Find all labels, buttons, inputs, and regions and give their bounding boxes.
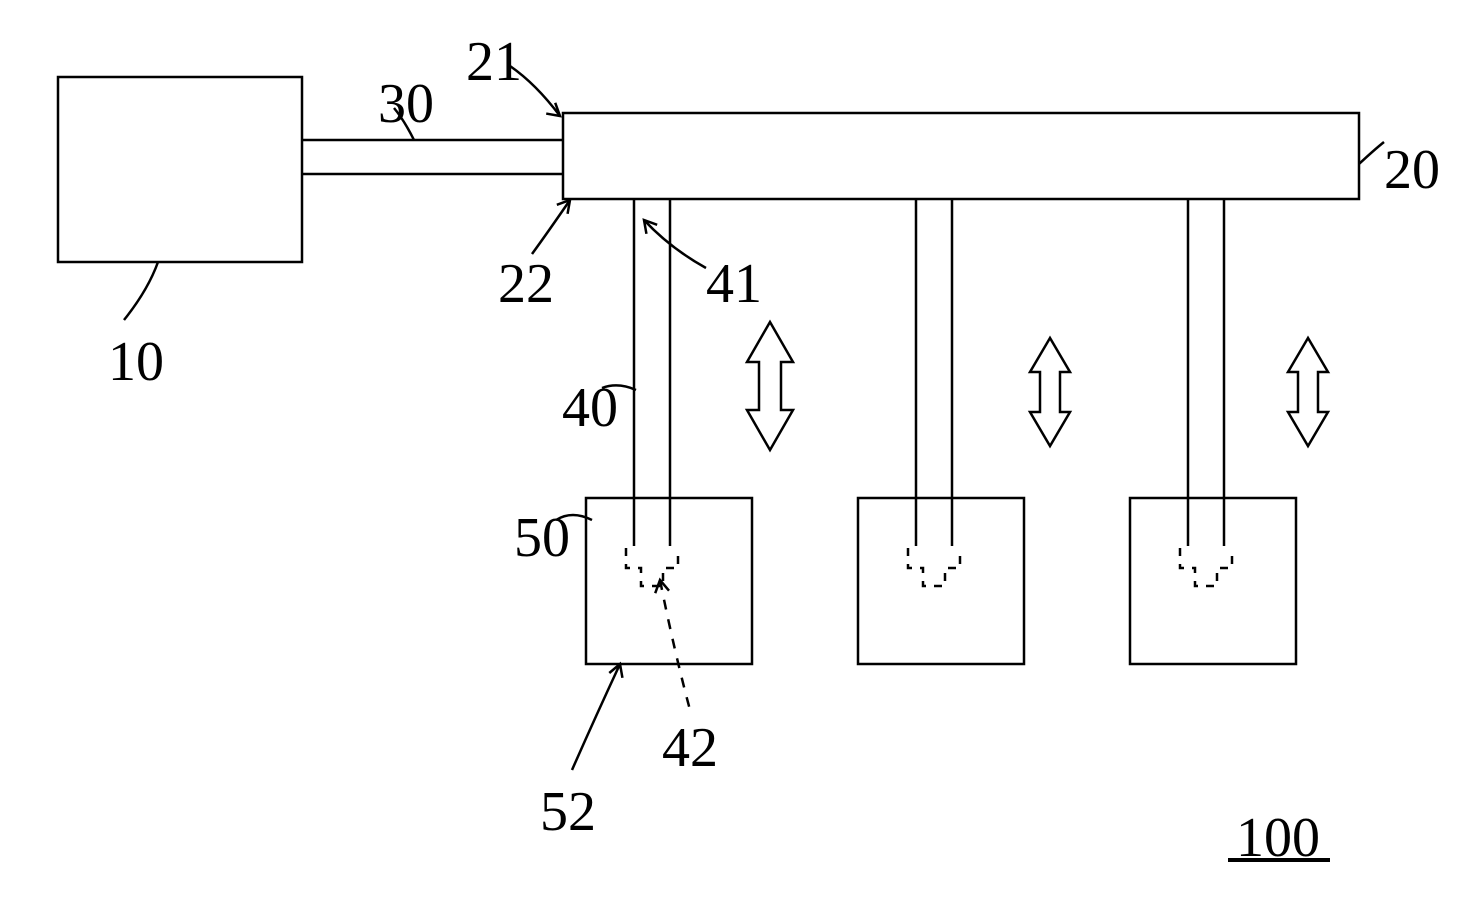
- label-20: 20: [1384, 138, 1440, 202]
- tee-1: [908, 548, 960, 586]
- leader-c52: [572, 664, 620, 770]
- label-40: 40: [562, 376, 618, 440]
- leader-c10: [124, 262, 158, 320]
- label-100: 100: [1236, 806, 1320, 870]
- leader-c22: [532, 200, 570, 254]
- updown-arrow-1: [1030, 338, 1070, 446]
- label-21: 21: [466, 30, 522, 94]
- box20: [563, 113, 1359, 199]
- label-22: 22: [498, 252, 554, 316]
- tee-2: [1180, 548, 1232, 586]
- leader-c42: [660, 580, 690, 710]
- leader-c20: [1359, 142, 1384, 164]
- leader-c41: [644, 220, 706, 268]
- label-42: 42: [662, 716, 718, 780]
- label-30: 30: [378, 72, 434, 136]
- updown-arrow-0: [747, 322, 793, 450]
- box10: [58, 77, 302, 262]
- tee-0: [626, 548, 678, 586]
- label-10: 10: [108, 330, 164, 394]
- label-41: 41: [706, 252, 762, 316]
- label-52: 52: [540, 780, 596, 844]
- foot2: [858, 498, 1024, 664]
- updown-arrow-2: [1288, 338, 1328, 446]
- label-50: 50: [514, 506, 570, 570]
- foot3: [1130, 498, 1296, 664]
